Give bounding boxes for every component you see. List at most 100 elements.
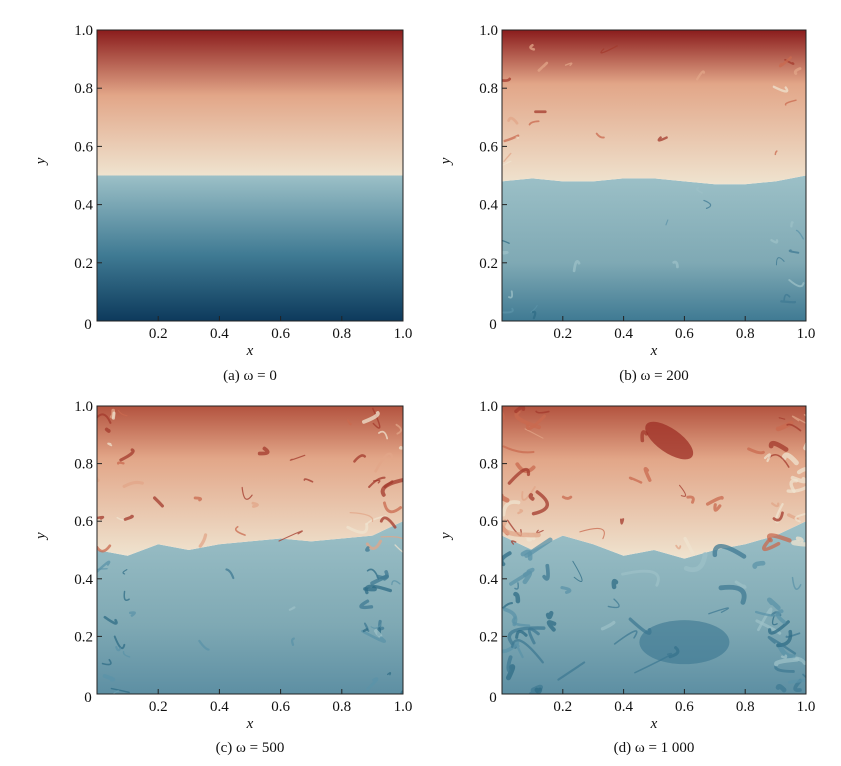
mixing-streak: [537, 61, 549, 72]
mixing-streak: [794, 512, 806, 523]
x-tick-label: 1.0: [394, 326, 413, 342]
mixing-streak: [572, 560, 583, 582]
mixing-streak: [234, 525, 246, 536]
mixing-streak: [535, 410, 550, 414]
y-axis-title: y: [438, 532, 454, 541]
mixing-streak: [795, 229, 804, 240]
mixing-streak: [303, 478, 314, 483]
mixing-streak: [529, 43, 536, 51]
mixing-streak: [527, 627, 540, 645]
mixing-streak: [380, 536, 403, 540]
x-tick-label: 0.8: [736, 699, 755, 715]
mixing-streak: [502, 493, 510, 503]
y-tick-label: 0.8: [479, 81, 498, 97]
mixing-streak: [104, 427, 111, 433]
mixing-streak: [686, 495, 695, 504]
x-tick-label: 0.8: [736, 326, 755, 342]
mixing-streak: [791, 576, 802, 590]
mixing-streak: [772, 511, 784, 522]
mixing-streak: [531, 490, 549, 516]
y-tick-label: 1.0: [479, 399, 498, 415]
mixing-streak: [400, 689, 403, 694]
mixing-streak: [349, 512, 374, 523]
y-tick-label: 1.0: [74, 399, 93, 415]
mixing-streak: [502, 445, 535, 454]
x-tick-label: 0.2: [149, 699, 168, 715]
mixing-streak: [507, 116, 519, 125]
mixing-streak: [524, 537, 553, 558]
mixing-streak: [391, 580, 401, 586]
mixing-streak: [288, 606, 296, 611]
mixing-streak: [683, 536, 695, 555]
mixing-streak: [374, 629, 383, 638]
y-tick-label: 0.6: [479, 139, 498, 155]
mixing-streak: [507, 467, 531, 485]
x-tick-label: 0.4: [210, 699, 229, 715]
mixing-streak: [97, 544, 112, 553]
mixing-streak: [111, 411, 116, 420]
mixing-streak: [502, 602, 514, 609]
mixing-streak: [382, 501, 402, 514]
mixing-streak: [502, 239, 510, 244]
x-tick-label: 0.4: [614, 326, 633, 342]
mixing-streak: [774, 503, 784, 524]
mixing-streak: [774, 665, 795, 673]
mixing-streak: [251, 501, 259, 508]
mixing-streak: [122, 480, 144, 488]
y-tick-label: 0.2: [479, 629, 498, 645]
mixing-streak: [370, 574, 389, 586]
mixing-streak: [503, 134, 520, 143]
mixing-streak: [768, 620, 790, 635]
mixing-streak: [241, 486, 253, 500]
warm-region: [502, 30, 806, 185]
mixing-streak: [103, 615, 118, 625]
mixing-streak: [97, 413, 112, 424]
plot-frame: [501, 405, 807, 695]
mixing-streak: [346, 522, 369, 534]
mixing-streak: [542, 563, 550, 581]
x-tick-label: 1.0: [797, 326, 816, 342]
mixing-streak: [515, 630, 528, 639]
panel-d: 0.2 0.4 0.6 0.8 1.0 0.2 0.4 0.6 0.8 1.0 0 x y (d) ω =…: [438, 399, 815, 756]
mixing-streak: [289, 454, 306, 461]
mixing-streak: [545, 610, 554, 620]
mixing-streak: [613, 630, 638, 645]
heatmap-field: [502, 30, 806, 321]
mixing-streak: [502, 250, 509, 255]
mixing-streak: [771, 502, 780, 508]
mixing-streak: [713, 503, 722, 512]
mixing-streak: [528, 493, 535, 501]
mixing-streak: [790, 221, 794, 228]
mixing-streak: [123, 514, 134, 521]
y-tick-label: 0.4: [74, 572, 93, 588]
mixing-streak: [97, 515, 105, 520]
mixing-streak: [514, 582, 519, 590]
mixing-streak: [561, 495, 573, 500]
heatmap-field: [97, 30, 403, 321]
mixing-streak: [795, 536, 804, 543]
x-axis-title: x: [246, 716, 254, 732]
mixing-streak: [97, 568, 108, 573]
mixing-streak: [152, 496, 164, 508]
mixing-streak: [793, 67, 802, 75]
mixing-streak: [683, 552, 708, 573]
mixing-streak: [579, 527, 605, 540]
x-axis-title: x: [650, 716, 658, 732]
y-tick-label: 0.2: [74, 629, 93, 645]
mixing-streak: [522, 570, 533, 585]
mixing-streak: [772, 85, 789, 93]
mixing-streak: [505, 664, 516, 681]
mixing-streak: [510, 540, 517, 545]
mixing-streak: [365, 546, 370, 552]
mixing-streak: [767, 597, 781, 611]
cold-region: [502, 175, 806, 321]
x-tick-label: 0.2: [553, 326, 572, 342]
mixing-streak: [778, 417, 786, 420]
mixing-streak: [643, 466, 652, 482]
y-axis-title: y: [33, 157, 49, 166]
y-axis-title: y: [33, 532, 49, 541]
panel-a: 0.2 0.4 0.6 0.8 1.0 0.2 0.4 0.6 0.8 1.0 0 x y (a) ω =…: [33, 23, 412, 384]
panel-caption: (b) ω = 200: [619, 368, 689, 384]
mixing-streak: [524, 428, 544, 439]
mixing-streak: [97, 560, 111, 574]
